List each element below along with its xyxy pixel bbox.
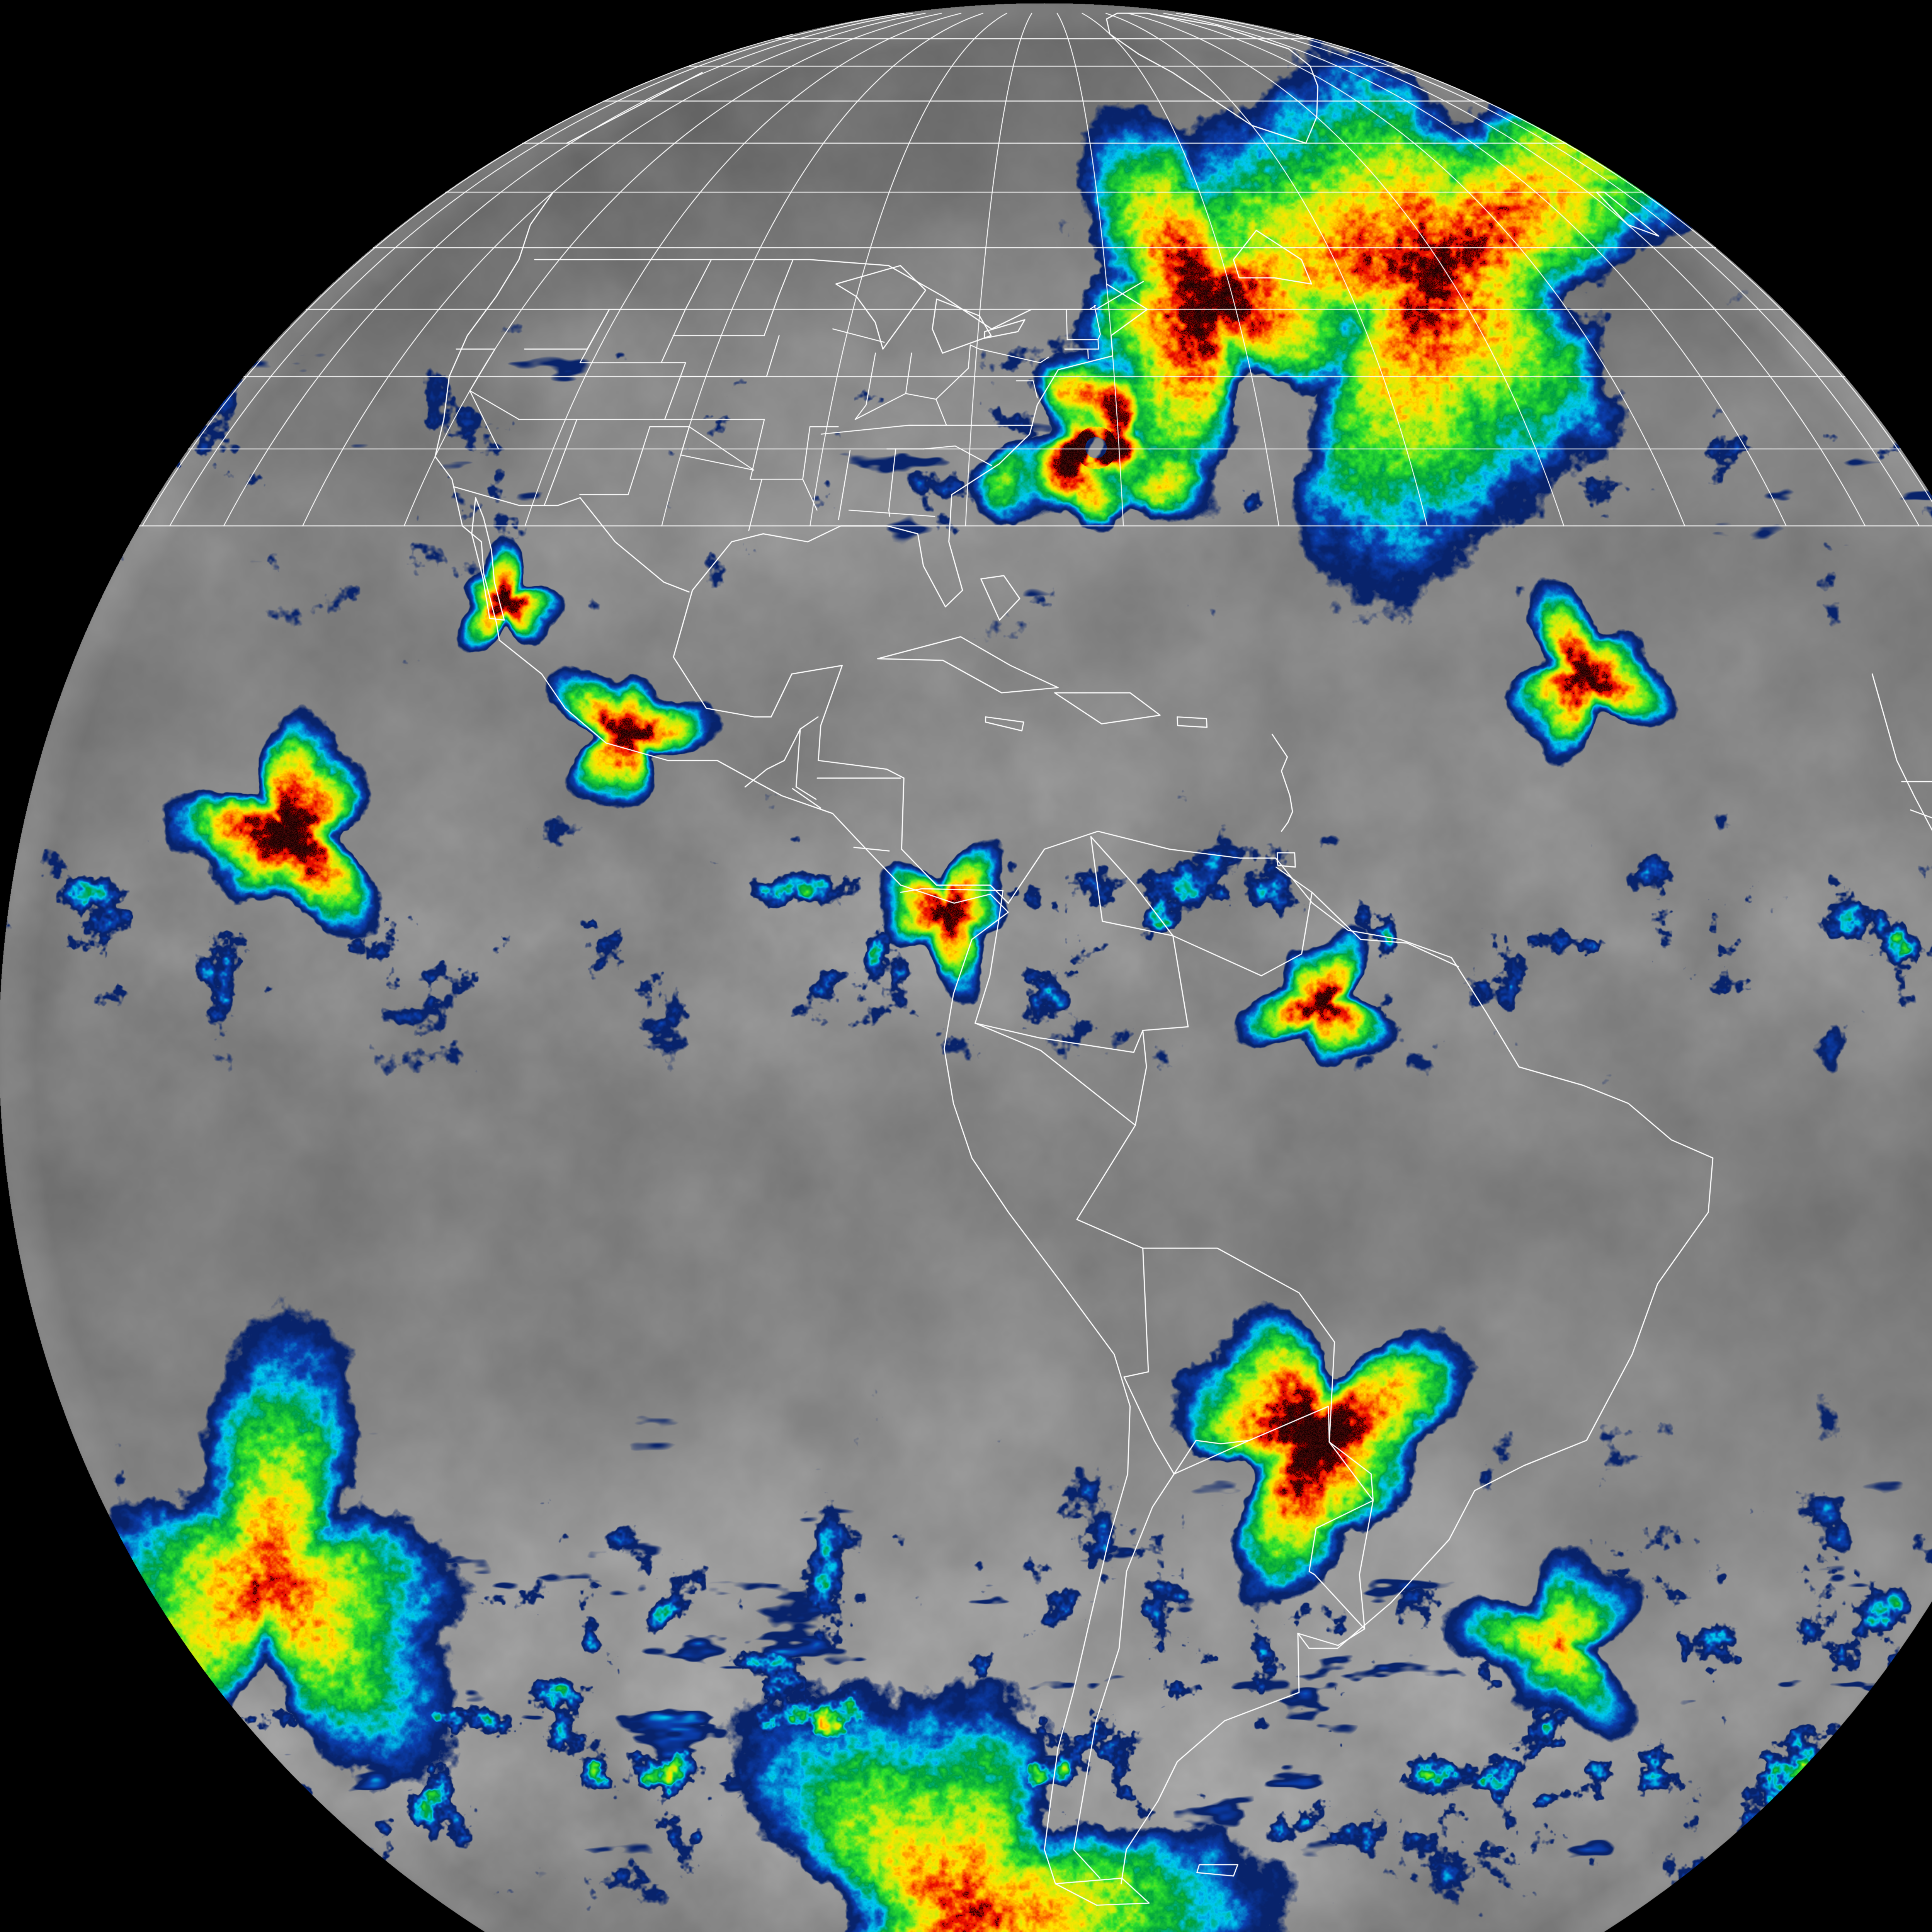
full-disk-satellite-image [0,0,1932,1932]
satellite-image-viewport: Full Disk Enhanced Infrared Satellite Im… [0,0,1932,1932]
